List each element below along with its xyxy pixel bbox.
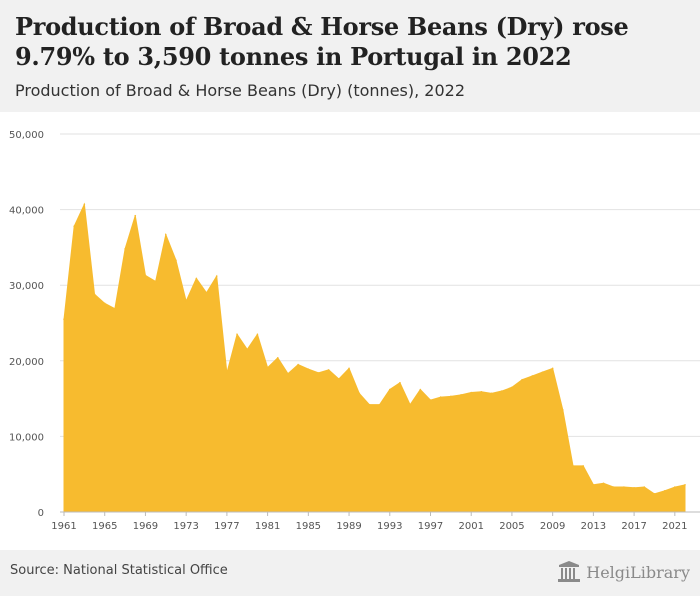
data-point [592, 483, 595, 486]
x-tick-label: 1973 [173, 521, 198, 532]
brand-logo: HelgiLibrary [557, 559, 690, 585]
data-point [297, 363, 299, 366]
data-point [623, 486, 625, 488]
data-point [480, 391, 483, 393]
data-point [175, 259, 177, 262]
source-note: Source: National Statistical Office [10, 563, 228, 578]
data-point [612, 486, 615, 488]
y-tick-label: 40,000 [9, 206, 44, 217]
data-point [226, 372, 228, 374]
data-point [470, 391, 473, 394]
x-tick-label: 1981 [255, 521, 280, 532]
data-point [521, 378, 523, 381]
brand-name: HelgiLibrary [586, 562, 690, 582]
data-point [276, 356, 279, 359]
data-point [531, 375, 534, 377]
y-tick-label: 0 [38, 508, 44, 519]
data-point [572, 465, 574, 467]
data-point [684, 484, 686, 486]
data-point [287, 372, 289, 375]
chart-area: 0 10,000 20,000 30,000 40,000 50,000 1961 1965 1… [0, 112, 700, 532]
y-tick-label: 30,000 [9, 281, 44, 292]
data-point [124, 248, 126, 250]
data-point [327, 369, 330, 371]
y-tick-label: 20,000 [9, 357, 44, 368]
x-tick-label: 1977 [214, 521, 239, 532]
x-tick-label: 1997 [418, 521, 443, 532]
x-tick-label: 2013 [581, 521, 606, 532]
data-point [633, 487, 635, 489]
data-point [266, 366, 269, 369]
data-point [348, 367, 350, 370]
data-point [185, 300, 187, 302]
data-point [73, 225, 75, 228]
data-point [429, 399, 432, 401]
data-point [378, 403, 381, 406]
data-point [409, 403, 411, 406]
data-point [419, 388, 422, 391]
y-tick-label: 10,000 [9, 432, 44, 443]
x-tick-label: 2001 [458, 521, 483, 532]
data-point [134, 214, 137, 217]
data-point [511, 386, 513, 389]
x-tick-label: 1969 [133, 521, 158, 532]
data-point [450, 395, 452, 398]
chart-subtitle: Production of Broad & Horse Beans (Dry) … [15, 81, 466, 100]
data-point [154, 280, 157, 283]
data-point [582, 465, 584, 467]
data-point [358, 392, 361, 395]
data-point [246, 348, 249, 351]
data-point [205, 291, 208, 294]
data-point [602, 482, 605, 485]
x-tick-label: 2017 [621, 521, 646, 532]
data-point [460, 394, 462, 396]
x-tick-label: 2009 [540, 521, 565, 532]
library-building-icon [558, 561, 581, 582]
data-point [195, 277, 198, 280]
data-point [256, 333, 259, 336]
data-point [103, 302, 106, 305]
data-point [215, 275, 218, 277]
data-point [399, 381, 401, 384]
x-tick-label: 1985 [296, 521, 321, 532]
x-tick-label: 2005 [499, 521, 524, 532]
data-point [562, 409, 564, 411]
data-point [653, 493, 656, 495]
data-point [114, 307, 116, 310]
data-point [674, 486, 676, 488]
data-point [541, 371, 544, 373]
data-point [307, 368, 310, 370]
data-point [93, 293, 96, 296]
x-tick-label: 1993 [377, 521, 402, 532]
data-point [63, 318, 65, 321]
data-point [144, 274, 147, 277]
data-point [83, 203, 86, 206]
x-tick-label: 1965 [92, 521, 117, 532]
x-tick-label: 2021 [662, 521, 687, 532]
area-chart: 0 10,000 20,000 30,000 40,000 50,000 1961 1965 1… [9, 130, 700, 532]
data-point [165, 233, 167, 236]
x-tick-label: 1961 [51, 521, 76, 532]
page-title: Production of Broad & Horse Beans (Dry) … [15, 12, 629, 71]
data-point [663, 490, 666, 492]
data-point [338, 378, 340, 380]
y-tick-label: 50,000 [9, 130, 44, 141]
data-point [551, 367, 554, 370]
data-point [317, 372, 320, 374]
data-point [439, 396, 442, 398]
data-point [500, 390, 503, 392]
data-point [368, 403, 371, 406]
x-tick-label: 1989 [336, 521, 361, 532]
header: Production of Broad & Horse Beans (Dry) … [0, 0, 700, 112]
data-point [490, 392, 493, 395]
data-point [643, 486, 646, 488]
area-series [63, 202, 686, 513]
data-point [236, 333, 238, 336]
footer: Source: National Statistical Office Helg… [0, 550, 700, 596]
data-point [388, 388, 391, 391]
